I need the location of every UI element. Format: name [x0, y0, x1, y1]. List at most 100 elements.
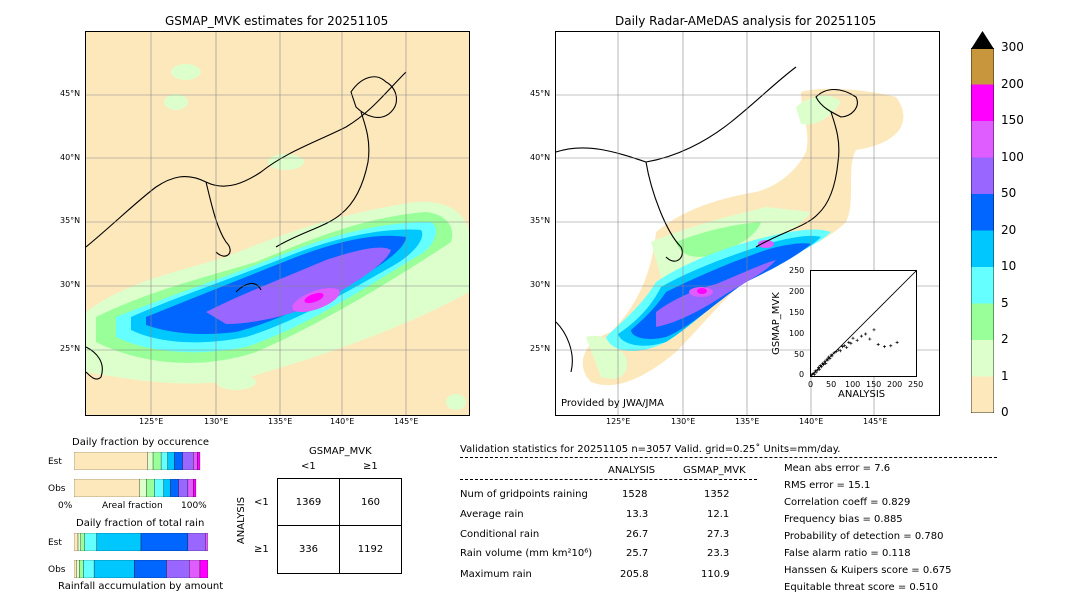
- fraction-segment: [80, 533, 85, 551]
- inset-xlabel: ANALYSIS: [838, 389, 886, 400]
- fraction-segment: [166, 560, 190, 578]
- colorbar-label: 50: [1001, 186, 1017, 200]
- scatter-point: [851, 336, 855, 340]
- left-lon-label: 145°E: [394, 417, 419, 426]
- scatter-point: [855, 338, 859, 342]
- scatter-point: [817, 367, 821, 371]
- colorbar-block: [971, 303, 994, 340]
- occurrence-est-bar: [74, 452, 208, 470]
- right-lat-label: 25°N: [530, 344, 551, 353]
- scatter-point: [895, 340, 899, 344]
- fraction-segment: [174, 452, 183, 470]
- inset-xtick: 0: [808, 380, 814, 389]
- fraction-segment: [79, 560, 84, 578]
- fraction-segment: [205, 533, 208, 551]
- bottom-caption: Rainfall accumulation by amount: [58, 581, 224, 592]
- scatter-point: [838, 349, 842, 353]
- left-lat-label: 40°N: [60, 153, 81, 162]
- score-line: Correlation coeff = 0.829: [784, 497, 911, 508]
- colorbar-arrow-icon: [971, 31, 994, 49]
- contingency-row-axis: ANALYSIS: [236, 496, 248, 545]
- axis-left: 0%: [58, 501, 73, 511]
- fraction-segment: [152, 452, 162, 470]
- row-analysis: 13.3: [626, 509, 649, 520]
- left-lon-label: 140°E: [330, 417, 355, 426]
- inset-ytick: 200: [789, 287, 805, 296]
- colorbar-label: 1: [1001, 368, 1009, 383]
- right-lon-label: 140°E: [799, 417, 824, 426]
- scatter-point: [820, 365, 823, 369]
- axis-right: 100%: [181, 501, 207, 511]
- fraction-segment: [134, 560, 167, 578]
- contingency-row-ge: ≥1: [254, 544, 269, 555]
- scatter-point: [889, 344, 893, 348]
- inset-ytick: 0: [799, 370, 805, 379]
- right-map: Provided by JWA/JMA: [555, 31, 940, 416]
- score-line: RMS error = 15.1: [784, 480, 871, 491]
- colorbar-label: 2: [1001, 332, 1009, 346]
- inset-xtick: 250: [908, 380, 924, 389]
- fraction-segment: [160, 452, 168, 470]
- fraction-segment: [140, 533, 189, 551]
- score-line: Frequency bias = 0.885: [784, 514, 903, 525]
- contingency-col-lt: <1: [301, 461, 316, 472]
- inset-ytick: 50: [794, 350, 805, 359]
- scatter-point: [834, 350, 838, 354]
- colorbar-block: [971, 230, 994, 267]
- colorbar-block: [971, 376, 994, 413]
- colorbar-label: 10: [1001, 259, 1017, 273]
- left-lat-label: 25°N: [60, 344, 81, 353]
- colorbar-label: 5: [1001, 295, 1009, 310]
- scatter-point: [876, 343, 880, 346]
- fraction-segment: [147, 452, 154, 470]
- validation-header: Validation statistics for 20251105 n=305…: [460, 444, 841, 455]
- score-line: False alarm ratio = 0.118: [784, 548, 911, 559]
- fraction-segment: [74, 479, 140, 497]
- right-lat-label: 30°N: [530, 280, 551, 289]
- colorbar: [971, 48, 994, 413]
- scatter-point: [812, 372, 816, 376]
- fraction-segment: [167, 452, 175, 470]
- left-lon-label: 135°E: [268, 417, 293, 426]
- colorbar-label: 300: [1001, 40, 1024, 54]
- left-lat-label: 45°N: [60, 89, 81, 98]
- left-map-title: GSMAP_MVK estimates for 20251105: [165, 14, 389, 28]
- left-lat-label: 30°N: [60, 280, 81, 289]
- colorbar-block: [971, 157, 994, 194]
- validation-divider: [460, 457, 997, 458]
- row-analysis: 205.8: [620, 569, 649, 580]
- inset-ytick: 150: [789, 308, 805, 317]
- right-lat-label: 45°N: [530, 89, 551, 98]
- fraction-segment: [193, 479, 197, 497]
- inset-scatter: [810, 270, 917, 377]
- right-lon-label: 125°E: [606, 417, 631, 426]
- fraction-segment: [187, 479, 194, 497]
- table-divider: [460, 479, 757, 480]
- scatter-point: [823, 359, 827, 363]
- scatter-point: [817, 366, 821, 370]
- row-gsmap: 23.3: [707, 548, 730, 559]
- right-lat-label: 40°N: [530, 153, 551, 162]
- fraction-segment: [170, 479, 179, 497]
- colorbar-block: [971, 194, 994, 231]
- row-label: Average rain: [460, 509, 524, 520]
- scatter-point: [859, 334, 863, 338]
- contingency-cell-c: 336: [277, 525, 340, 574]
- contingency-col-ge: ≥1: [363, 461, 378, 472]
- obs-label: Obs: [48, 484, 66, 494]
- fraction-segment: [96, 533, 142, 551]
- colorbar-block: [971, 84, 994, 121]
- occurrence-obs-bar: [74, 479, 208, 497]
- colorbar-label: 150: [1001, 113, 1024, 127]
- colorbar-block: [971, 267, 994, 304]
- scatter-point: [822, 363, 826, 367]
- axis-mid: Areal fraction: [102, 501, 163, 511]
- inset-ytick: 100: [789, 329, 805, 338]
- colorbar-label: 200: [1001, 76, 1024, 91]
- fraction-segment: [76, 560, 80, 578]
- fraction-segment: [199, 560, 208, 578]
- scatter-point: [849, 341, 853, 345]
- right-lon-label: 130°E: [671, 417, 696, 426]
- scatter-point: [836, 348, 840, 352]
- fraction-segment: [182, 452, 194, 470]
